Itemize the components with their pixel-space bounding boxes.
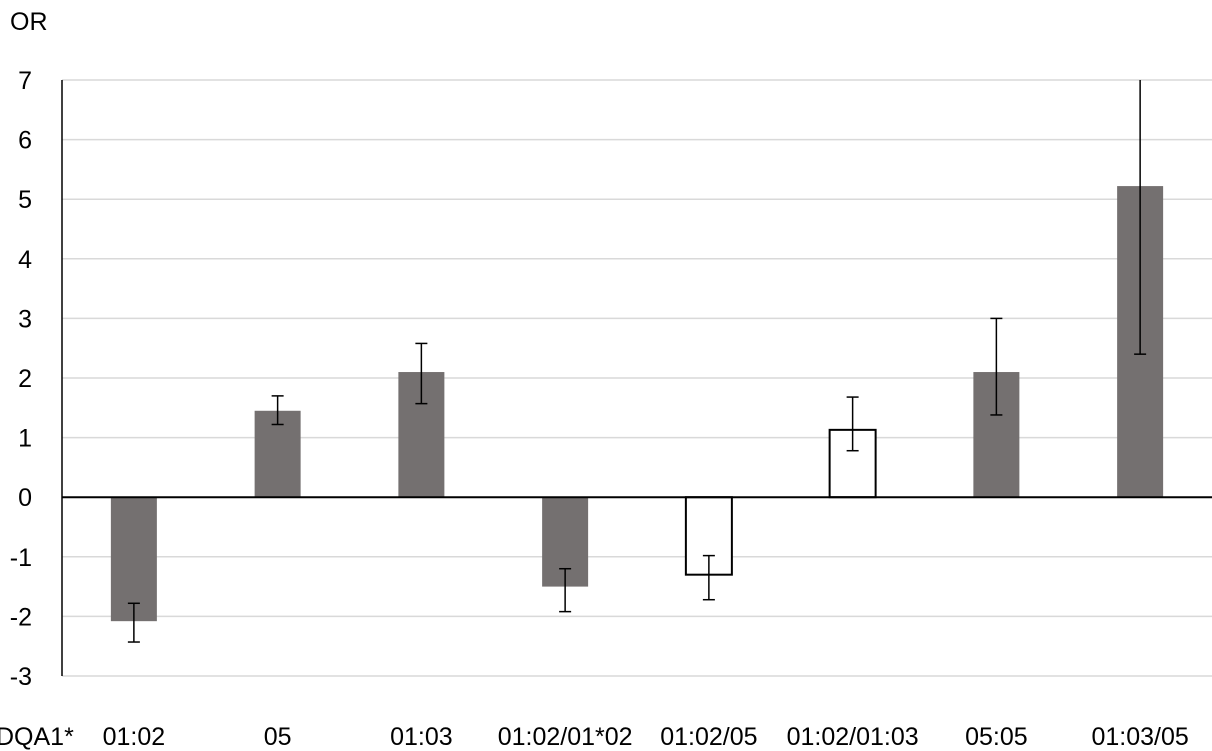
y-tick-label: -3 <box>10 663 32 691</box>
x-category-label: 01:02/01:03 <box>787 723 919 751</box>
y-tick-label: 4 <box>18 246 32 274</box>
x-category-label: 05 <box>264 723 292 751</box>
x-category-label: 05:05 <box>965 723 1028 751</box>
error-bar <box>415 342 428 405</box>
x-axis-label: DQA1* <box>0 723 74 751</box>
error-bar <box>846 396 859 452</box>
error-bar <box>702 554 715 601</box>
y-tick-label: 1 <box>18 425 32 453</box>
error-bar <box>1134 80 1147 355</box>
y-tick-labels: 7 6 5 4 3 2 1 0 -1 -2 -3 <box>10 67 32 691</box>
x-category-label: 01:03/05 <box>1091 723 1188 751</box>
x-category-label: 01:02/05 <box>660 723 757 751</box>
error-bar <box>990 317 1003 416</box>
grid-lines <box>62 79 1212 677</box>
error-bar <box>559 567 572 613</box>
bars <box>110 186 1164 622</box>
x-category-labels: 01:02 05 01:03 01:02/01*02 01:02/05 01:02/01:… <box>103 723 1189 751</box>
bar <box>110 497 157 622</box>
x-category-label: 01:02 <box>103 723 166 751</box>
y-tick-label: 0 <box>18 484 32 512</box>
y-tick-label: 5 <box>18 186 32 214</box>
y-tick-label: -1 <box>10 544 32 572</box>
error-bar <box>271 395 284 426</box>
y-tick-label: -2 <box>10 603 32 631</box>
y-tick-label: 3 <box>18 305 32 333</box>
x-category-label: 01:03 <box>390 723 453 751</box>
y-tick-label: 7 <box>18 67 32 95</box>
error-bars <box>127 80 1147 643</box>
error-bar <box>127 602 140 643</box>
y-tick-label: 2 <box>18 365 32 393</box>
x-category-label: 01:02/01*02 <box>498 723 633 751</box>
y-tick-label: 6 <box>18 127 32 155</box>
y-axis-label: OR <box>10 8 48 36</box>
